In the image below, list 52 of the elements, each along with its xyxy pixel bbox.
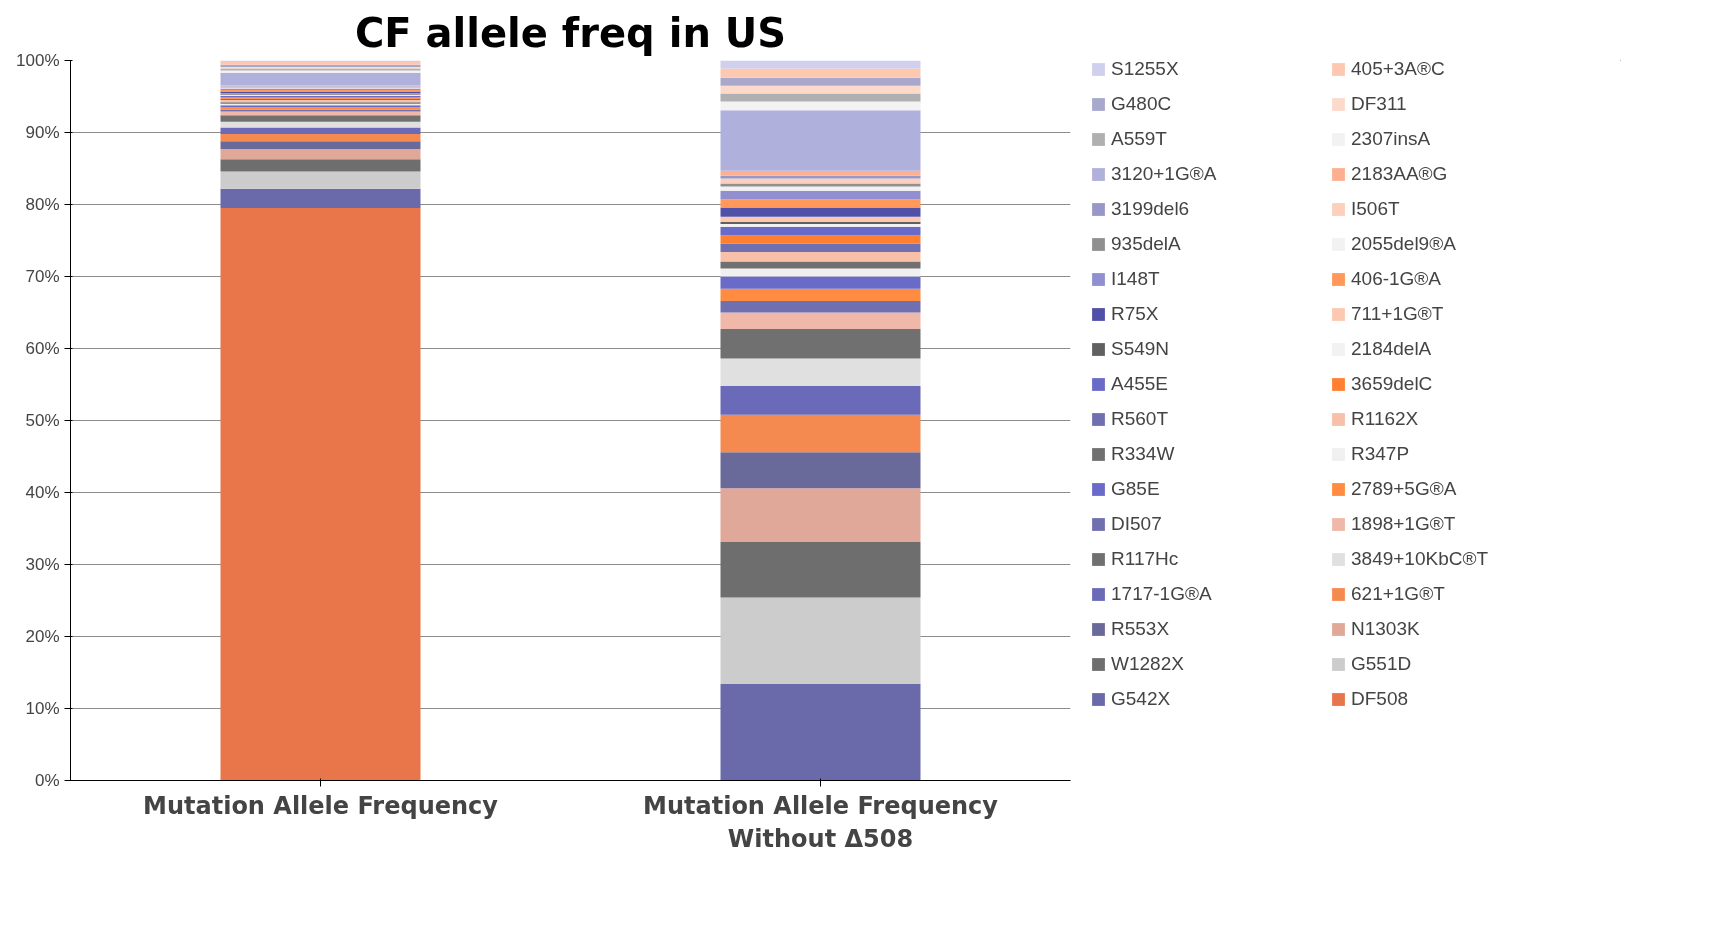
- legend-label: R347P: [1351, 443, 1410, 465]
- legend-label: DF508: [1351, 688, 1409, 710]
- y-tick-label: 80%: [25, 195, 60, 214]
- legend-label: G85E: [1111, 478, 1160, 500]
- x-tick-label: Mutation Allele Frequency: [143, 791, 499, 820]
- legend-label: G542X: [1111, 688, 1171, 710]
- legend-label: DF311: [1351, 93, 1407, 115]
- legend-label: G551D: [1351, 653, 1412, 675]
- legend-label: 3199del6: [1111, 198, 1190, 220]
- legend-label: N1303K: [1351, 618, 1420, 640]
- legend-label: I148T: [1111, 268, 1160, 290]
- legend-label: S549N: [1111, 338, 1170, 360]
- legend-label: 711+1G®T: [1351, 303, 1444, 325]
- y-tick-label: 60%: [25, 339, 60, 358]
- chart-title: CF allele freq in US: [354, 9, 787, 56]
- legend-label: R117Hc: [1111, 548, 1179, 570]
- legend-label: 1898+1G®T: [1351, 513, 1456, 535]
- legend-label: 935delA: [1111, 233, 1181, 255]
- legend-label: R560T: [1111, 408, 1169, 430]
- legend-label: S1255X: [1111, 59, 1179, 80]
- legend-label: 621+1G®T: [1351, 583, 1445, 605]
- y-tick-label: 30%: [25, 555, 60, 574]
- y-tick-label: 70%: [25, 267, 60, 286]
- y-tick-label: 10%: [25, 699, 60, 718]
- legend-label: 2184delA: [1351, 338, 1432, 360]
- legend-label: 1717-1G®A: [1111, 583, 1212, 605]
- legend-label: R553X: [1111, 618, 1170, 640]
- legend-label: R1162X: [1351, 408, 1419, 430]
- y-tick-label: 0%: [34, 771, 60, 790]
- legend-label: 2055del9®A: [1351, 233, 1456, 255]
- legend-label: 406-1G®A: [1351, 268, 1442, 290]
- x-tick-label: Mutation Allele Frequency Without Δ508: [643, 791, 999, 854]
- y-tick-label: 40%: [25, 483, 60, 502]
- legend-label: 2183AA®G: [1351, 163, 1448, 185]
- y-tick-label: 90%: [25, 123, 60, 142]
- legend-label: 2307insA: [1351, 128, 1431, 150]
- legend-label: W1282X: [1111, 653, 1184, 675]
- legend-label: 3849+10KbC®T: [1351, 548, 1489, 570]
- y-tick-label: 50%: [25, 411, 60, 430]
- legend-label: I506T: [1351, 198, 1400, 220]
- legend-label: 2789+5G®A: [1351, 478, 1457, 500]
- legend-label: 3659delC: [1351, 373, 1433, 395]
- legend-label: 405+3A®C: [1351, 59, 1445, 80]
- y-tick-label: 100%: [16, 51, 60, 70]
- legend-label: A559T: [1111, 128, 1167, 150]
- legend-label: DI507: [1111, 513, 1162, 535]
- legend-label: R75X: [1111, 303, 1159, 325]
- legend-label: 3120+1G®A: [1111, 163, 1217, 185]
- y-tick-label: 20%: [25, 627, 60, 646]
- legend-label: A455E: [1111, 373, 1169, 395]
- legend-label: G480C: [1111, 93, 1172, 115]
- legend-label: R334W: [1111, 443, 1175, 465]
